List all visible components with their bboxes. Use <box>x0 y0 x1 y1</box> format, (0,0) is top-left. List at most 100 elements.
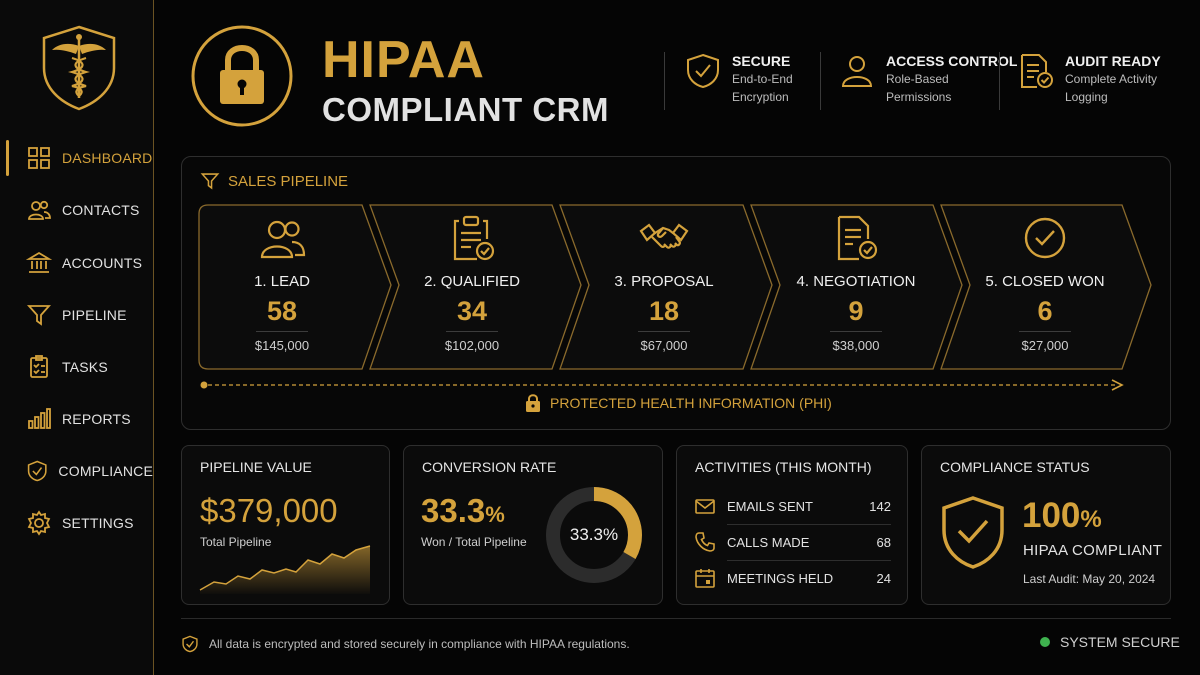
feature-title: AUDIT READY <box>1065 53 1161 69</box>
activity-divider <box>727 560 891 561</box>
activity-row-meetings: MEETINGS HELD 24 <box>695 560 891 596</box>
sidebar-item-label: REPORTS <box>62 411 131 427</box>
phi-text: PROTECTED HEALTH INFORMATION (PHI) <box>550 395 832 411</box>
handshake-icon <box>639 223 689 249</box>
stage-count: 58 <box>266 296 298 326</box>
sidebar-item-tasks[interactable]: TASKS <box>0 347 153 387</box>
pipeline-stage-negotiation[interactable]: 4. NEGOTIATION 9 $38,000 <box>766 205 946 365</box>
sidebar-item-label: CONTACTS <box>62 202 140 218</box>
pipeline-value: $379,000 <box>200 492 338 529</box>
footer-note-text: All data is encrypted and stored securel… <box>209 637 630 651</box>
phone-icon <box>695 532 715 552</box>
clipboard-icon <box>30 355 48 378</box>
feature-desc: Permissions <box>886 90 952 104</box>
sidebar-item-accounts[interactable]: ACCOUNTS <box>0 243 153 283</box>
stage-chevron <box>940 204 1152 370</box>
conversion-rate-card: CONVERSION RATE 33.3% Won / Total Pipeli… <box>403 445 663 605</box>
feature-desc: Logging <box>1065 90 1108 104</box>
stage-name: 1. LEAD <box>254 273 310 290</box>
bank-icon <box>26 251 52 273</box>
sidebar-item-label: ACCOUNTS <box>62 255 143 271</box>
activity-row-calls: CALLS MADE 68 <box>695 524 891 560</box>
funnel-icon <box>200 173 220 190</box>
sidebar-item-dashboard[interactable]: DASHBOARD <box>0 138 153 178</box>
app-title: HIPAA <box>322 31 485 89</box>
status-dot <box>1040 637 1050 647</box>
conversion-value: 33.3% <box>421 492 505 529</box>
feature-desc: Complete Activity <box>1065 72 1158 86</box>
pipeline-flow-arrow <box>200 379 1124 391</box>
feature-desc: Role-Based <box>886 72 949 86</box>
system-status: SYSTEM SECURE <box>1040 634 1180 650</box>
card-title: CONVERSION RATE <box>422 459 557 475</box>
sidebar: DASHBOARD CONTACTS ACCOUNTS PIPELINE TAS… <box>0 0 154 675</box>
bar-chart-icon <box>28 408 51 429</box>
feature-secure: SECURE End-to-End Encryption <box>684 52 793 112</box>
calendar-icon <box>695 569 715 588</box>
document-check-icon <box>837 215 878 261</box>
sidebar-item-pipeline[interactable]: PIPELINE <box>0 295 153 335</box>
conversion-sub: Won / Total Pipeline <box>421 535 527 549</box>
pipeline-stage-qualified[interactable]: 2. QUALIFIED 34 $102,000 <box>382 205 562 365</box>
shield-check-icon <box>942 496 1004 569</box>
sidebar-item-reports[interactable]: REPORTS <box>0 399 153 439</box>
shield-check-icon <box>27 460 47 482</box>
pipeline-value-card: PIPELINE VALUE $379,000 Total Pipeline <box>181 445 390 605</box>
app-subtitle: COMPLIANT CRM <box>322 91 609 128</box>
feature-title: ACCESS CONTROL <box>886 53 1018 69</box>
card-title: COMPLIANCE STATUS <box>940 459 1090 475</box>
sidebar-item-settings[interactable]: SETTINGS <box>0 503 153 543</box>
stage-divider <box>638 331 690 332</box>
gear-icon <box>27 510 51 536</box>
users-icon <box>260 220 306 259</box>
pipeline-title-label: SALES PIPELINE <box>228 172 349 190</box>
funnel-icon <box>26 305 52 326</box>
feature-access-control: ACCESS CONTROL Role-Based Permissions <box>838 52 1017 112</box>
stage-divider <box>830 331 882 332</box>
sidebar-item-compliance[interactable]: COMPLIANCE <box>0 451 153 491</box>
caduceus-shield-logo <box>40 24 118 112</box>
compliance-label: HIPAA COMPLIANT <box>1023 542 1163 559</box>
stage-amount: $102,000 <box>444 338 500 353</box>
stage-name: 2. QUALIFIED <box>424 273 520 290</box>
activity-value: 68 <box>876 534 891 550</box>
last-audit-text: Last Audit: May 20, 2024 <box>1023 572 1156 586</box>
donut-label: 33.3% <box>569 525 619 544</box>
conversion-donut <box>546 487 642 583</box>
sidebar-item-label: PIPELINE <box>62 307 127 323</box>
shield-check-icon <box>182 635 198 653</box>
footer-note: All data is encrypted and stored securel… <box>181 634 630 654</box>
header-divider <box>820 52 821 110</box>
sidebar-item-label: DASHBOARD <box>62 150 153 166</box>
pipeline-stage-proposal[interactable]: 3. PROPOSAL 18 $67,000 <box>574 205 754 365</box>
stage-amount: $38,000 <box>832 338 880 353</box>
activities-card: ACTIVITIES (THIS MONTH) EMAILS SENT 142 … <box>676 445 908 605</box>
mail-icon <box>695 499 715 514</box>
clipboard-check-icon <box>453 215 495 261</box>
pipeline-stage-lead[interactable]: 1. LEAD 58 $145,000 <box>192 205 372 365</box>
document-check-icon <box>1021 54 1053 88</box>
sidebar-item-contacts[interactable]: CONTACTS <box>0 190 153 230</box>
system-status-text: SYSTEM SECURE <box>1060 634 1180 650</box>
stage-divider <box>1019 331 1071 332</box>
compliance-status-card: COMPLIANCE STATUS 100% HIPAA COMPLIANT L… <box>921 445 1171 605</box>
sidebar-item-label: TASKS <box>62 359 108 375</box>
stage-chevron <box>559 204 773 370</box>
pipeline-stage-closed-won[interactable]: 5. CLOSED WON 6 $27,000 <box>955 205 1135 365</box>
stage-amount: $145,000 <box>254 338 310 353</box>
sidebar-item-label: SETTINGS <box>62 515 134 531</box>
stage-name: 4. NEGOTIATION <box>796 273 916 290</box>
sidebar-item-label: COMPLIANCE <box>58 463 153 479</box>
activity-row-emails: EMAILS SENT 142 <box>695 488 891 524</box>
stage-count: 6 <box>1037 296 1053 326</box>
feature-desc: End-to-End <box>732 72 793 86</box>
compliance-percent: 100% <box>1022 496 1102 535</box>
pipeline-title: SALES PIPELINE <box>200 171 348 191</box>
stage-amount: $27,000 <box>1021 338 1069 353</box>
stage-name: 5. CLOSED WON <box>985 273 1105 290</box>
stage-divider <box>446 331 498 332</box>
feature-title: SECURE <box>732 53 791 69</box>
lock-icon <box>526 394 540 412</box>
card-title: ACTIVITIES (THIS MONTH) <box>695 459 872 475</box>
activity-value: 24 <box>876 570 891 586</box>
